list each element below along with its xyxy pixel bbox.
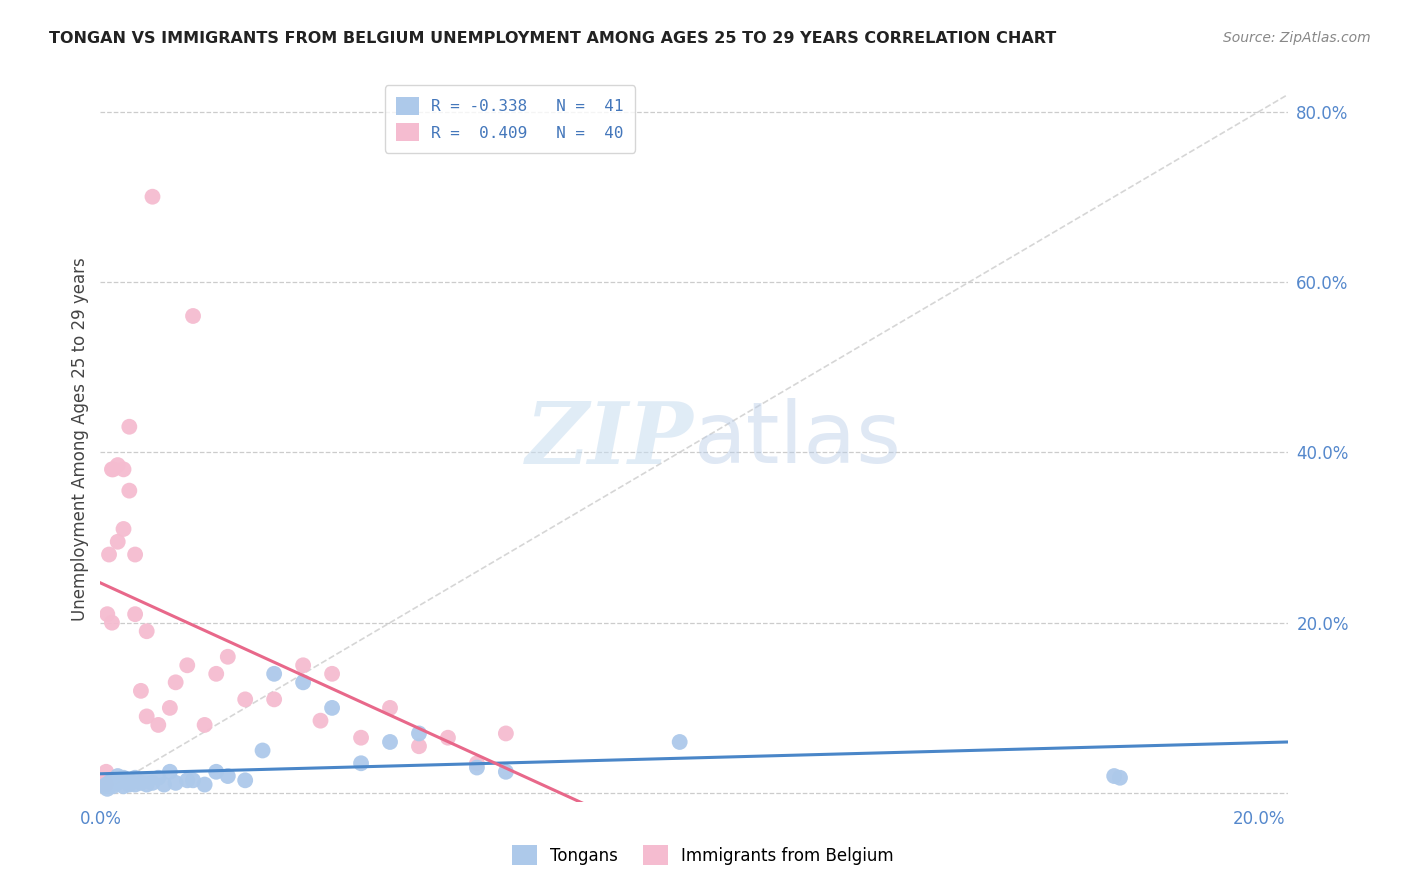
Point	[205, 764, 228, 779]
Point	[159, 764, 181, 779]
Point	[159, 701, 181, 715]
Point	[96, 781, 118, 796]
Point	[153, 778, 176, 792]
Point	[233, 692, 256, 706]
Point	[176, 658, 198, 673]
Point	[350, 756, 373, 771]
Point	[112, 522, 135, 536]
Point	[135, 709, 157, 723]
Point	[321, 666, 343, 681]
Point	[217, 649, 239, 664]
Point	[124, 771, 146, 785]
Point	[668, 735, 690, 749]
Point	[118, 419, 141, 434]
Point	[165, 776, 187, 790]
Point	[1109, 771, 1132, 785]
Point	[96, 607, 118, 622]
Point	[118, 483, 141, 498]
Text: ZIP: ZIP	[526, 398, 695, 482]
Point	[101, 779, 124, 793]
Point	[378, 701, 401, 715]
Point	[118, 778, 141, 792]
Legend: R = -0.338   N =  41, R =  0.409   N =  40: R = -0.338 N = 41, R = 0.409 N = 40	[385, 86, 636, 153]
Point	[112, 771, 135, 785]
Point	[101, 462, 124, 476]
Point	[263, 666, 285, 681]
Text: TONGAN VS IMMIGRANTS FROM BELGIUM UNEMPLOYMENT AMONG AGES 25 TO 29 YEARS CORRELA: TONGAN VS IMMIGRANTS FROM BELGIUM UNEMPL…	[49, 31, 1056, 46]
Point	[495, 764, 517, 779]
Point	[94, 764, 117, 779]
Point	[408, 739, 430, 754]
Point	[101, 773, 124, 788]
Point	[107, 458, 129, 472]
Point	[217, 769, 239, 783]
Point	[112, 462, 135, 476]
Text: atlas: atlas	[695, 398, 903, 481]
Point	[98, 776, 121, 790]
Point	[124, 548, 146, 562]
Point	[107, 769, 129, 783]
Point	[252, 743, 274, 757]
Point	[205, 666, 228, 681]
Point	[465, 760, 488, 774]
Point	[233, 773, 256, 788]
Point	[194, 718, 217, 732]
Point	[350, 731, 373, 745]
Point	[194, 778, 217, 792]
Legend: Tongans, Immigrants from Belgium: Tongans, Immigrants from Belgium	[502, 836, 904, 875]
Point	[181, 309, 204, 323]
Point	[321, 701, 343, 715]
Point	[378, 735, 401, 749]
Point	[98, 548, 121, 562]
Point	[176, 773, 198, 788]
Point	[124, 778, 146, 792]
Point	[141, 190, 163, 204]
Point	[129, 683, 152, 698]
Point	[91, 778, 114, 792]
Point	[495, 726, 517, 740]
Point	[107, 776, 129, 790]
Point	[94, 778, 117, 792]
Point	[135, 778, 157, 792]
Point	[1102, 769, 1125, 783]
Point	[129, 776, 152, 790]
Point	[101, 615, 124, 630]
Point	[94, 776, 117, 790]
Point	[148, 771, 170, 785]
Point	[135, 773, 157, 788]
Point	[148, 718, 170, 732]
Point	[107, 534, 129, 549]
Point	[101, 462, 124, 476]
Point	[165, 675, 187, 690]
Point	[141, 776, 163, 790]
Point	[292, 658, 315, 673]
Point	[465, 756, 488, 771]
Point	[292, 675, 315, 690]
Point	[101, 778, 124, 792]
Point	[112, 779, 135, 793]
Point	[94, 779, 117, 793]
Point	[263, 692, 285, 706]
Point	[124, 607, 146, 622]
Point	[309, 714, 332, 728]
Point	[135, 624, 157, 639]
Y-axis label: Unemployment Among Ages 25 to 29 years: Unemployment Among Ages 25 to 29 years	[72, 258, 89, 622]
Point	[181, 773, 204, 788]
Text: Source: ZipAtlas.com: Source: ZipAtlas.com	[1223, 31, 1371, 45]
Point	[408, 726, 430, 740]
Point	[94, 778, 117, 792]
Point	[118, 773, 141, 788]
Point	[437, 731, 460, 745]
